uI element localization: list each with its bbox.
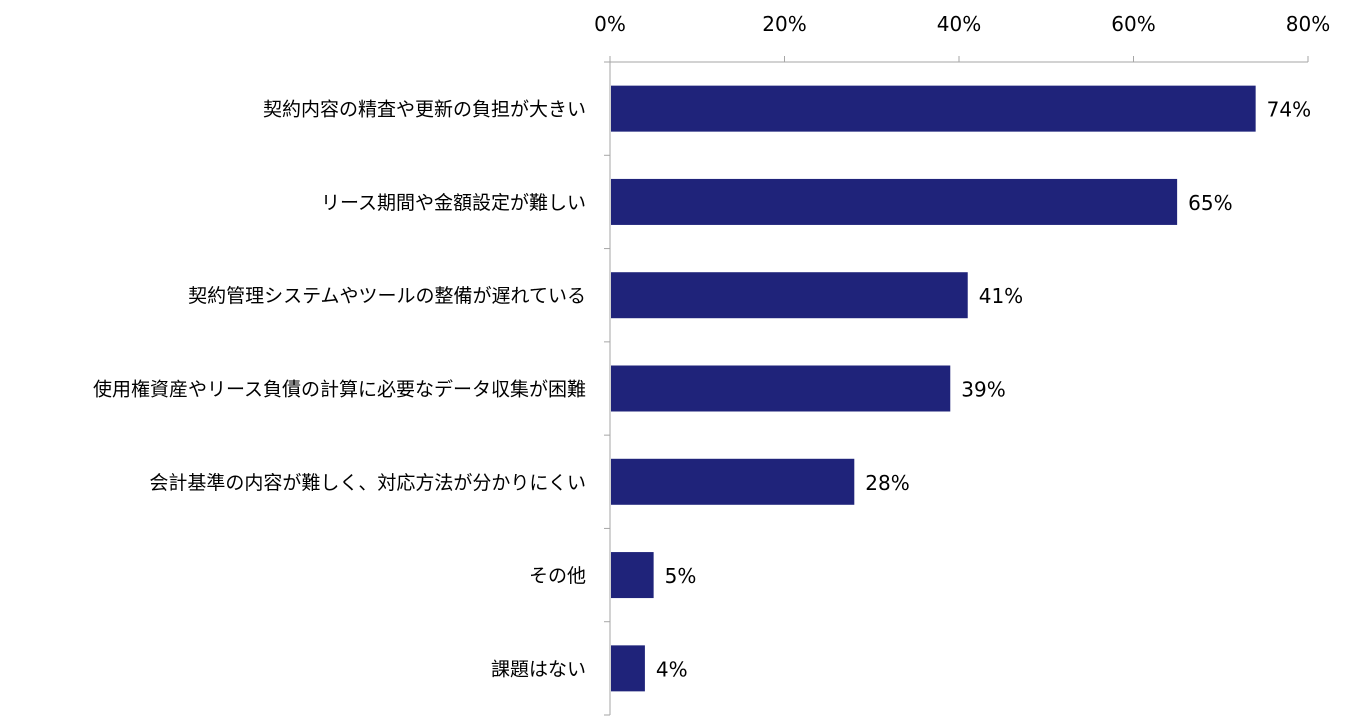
category-label: 課題はない <box>491 658 586 680</box>
bar <box>611 272 968 319</box>
x-tick-label: 80% <box>1286 12 1330 36</box>
axis-layer <box>604 56 1309 716</box>
category-label: リース期間や金額設定が難しい <box>321 192 586 214</box>
data-label: 5% <box>665 564 697 588</box>
category-label: 会計基準の内容が難しく、対応方法が分かりにくい <box>149 472 586 494</box>
bar <box>611 552 654 599</box>
bars-layer <box>611 85 1256 692</box>
bar <box>611 85 1256 132</box>
bar <box>611 458 855 505</box>
category-label: その他 <box>529 565 586 587</box>
data-label: 4% <box>656 657 688 681</box>
bar <box>611 645 645 692</box>
data-label: 74% <box>1267 98 1311 122</box>
labels-layer: 0% 20% 40% 60% 80% 契約内容の精査や更新の負担が大きい 74% リース期間や… <box>93 12 1330 681</box>
data-label: 65% <box>1188 191 1232 215</box>
x-tick-label: 40% <box>937 12 981 36</box>
data-label: 39% <box>961 378 1005 402</box>
category-label: 契約内容の精査や更新の負担が大きい <box>263 99 586 121</box>
x-tick-label: 60% <box>1111 12 1155 36</box>
bar <box>611 178 1178 225</box>
x-tick-label: 20% <box>762 12 806 36</box>
data-label: 41% <box>979 284 1023 308</box>
category-label: 使用権資産やリース負債の計算に必要なデータ収集が困難 <box>93 379 586 401</box>
category-label: 契約管理システムやツールの整備が遅れている <box>188 285 586 307</box>
data-label: 28% <box>865 471 909 495</box>
bar <box>611 365 951 412</box>
x-tick-label: 0% <box>594 12 626 36</box>
